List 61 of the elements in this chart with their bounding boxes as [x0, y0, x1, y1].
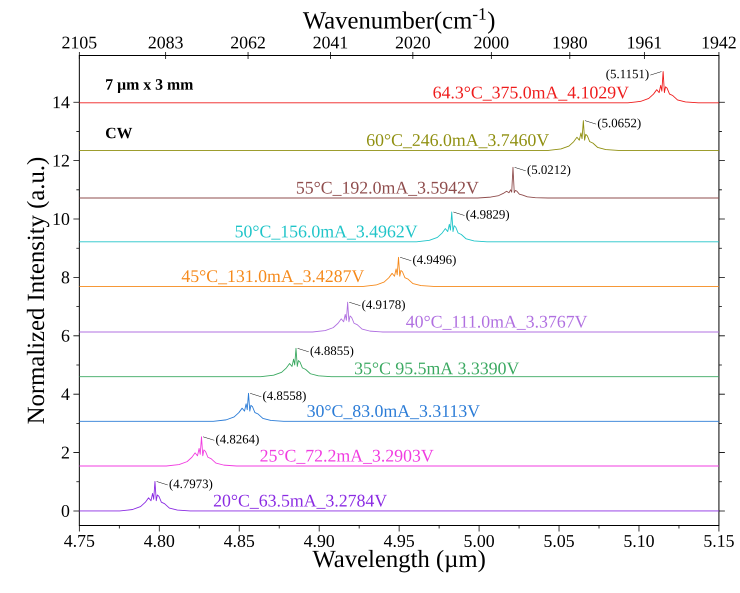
annotation: (4.8558) [263, 390, 306, 403]
y-axis-title: Normalized Intensity (a.u.) [26, 158, 50, 424]
x2-tick-label: 2083 [148, 36, 183, 49]
y-tick-label: 6 [62, 330, 70, 342]
x-axis-title: Wavelength (µm) [312, 550, 485, 572]
annotation: (4.7973) [170, 479, 212, 491]
annotation: (4.8855) [310, 346, 354, 358]
y-tick-label: 8 [62, 271, 70, 284]
x-tick-label: 5.15 [704, 534, 734, 547]
y-tick-label: 4 [61, 388, 70, 400]
x-tick-label: 5.00 [464, 535, 494, 548]
series-label: 25°C_72.2mA_3.2903V [260, 450, 434, 464]
x2-tick-label: 2062 [231, 36, 265, 49]
annotation: 7 µm x 3 mm [106, 79, 194, 93]
line-series [78, 436, 720, 466]
series-label: 50°C_156.0mA_3.4962V [236, 225, 418, 240]
y-tick-label: 14 [54, 96, 70, 108]
x-tick-label: 4.95 [384, 534, 414, 548]
series-label: 45°C_131.0mA_3.4287V [182, 270, 364, 284]
x2-tick-label: 2020 [396, 36, 430, 49]
annotation: (4.9496) [413, 254, 456, 267]
series-label: 35°C 95.5mA 3.3390V [354, 362, 520, 374]
x-tick-label: 5.10 [624, 535, 654, 548]
x2-tick-label: 2041 [313, 36, 348, 49]
series-label: 64.3°C_375.0mA_4.1029V [433, 86, 629, 101]
line-series [78, 120, 720, 151]
annotation: (4.9178) [362, 300, 405, 312]
y-tick-label: 2 [62, 446, 69, 458]
annotation: (5.0212) [528, 165, 570, 177]
series-label: 55°C_192.0mA_3.5942V [296, 182, 479, 196]
line-series [78, 256, 720, 287]
annotation: (5.1151) [606, 69, 649, 81]
line-series [78, 481, 720, 512]
line-series [78, 212, 720, 242]
line-series [78, 302, 720, 332]
x2-tick-label: 1942 [702, 36, 736, 49]
x-tick-label: 4.75 [64, 534, 94, 547]
annotation: CW [106, 128, 132, 138]
series-label: 30°C_83.0mA_3.3113V [308, 405, 480, 420]
x2-tick-label: 2000 [474, 36, 508, 49]
x-tick-label: 5.05 [544, 535, 574, 548]
y-tick-label: 12 [54, 154, 69, 167]
line-series [78, 348, 720, 378]
x-tick-label: 4.85 [224, 535, 254, 548]
x-tick-label: 4.90 [304, 535, 334, 548]
annotation: (4.9829) [466, 210, 510, 222]
y-tick-label: 0 [62, 504, 70, 517]
series-label: 40°C_111.0mA_3.3767V [406, 316, 588, 330]
x2-tick-label: 2105 [62, 36, 96, 49]
annotation: (4.8264) [216, 434, 259, 446]
y-tick-label: 10 [54, 213, 70, 226]
line-series [78, 71, 720, 104]
x-tick-label: 4.80 [144, 535, 174, 548]
annotation: (5.0652) [598, 118, 641, 130]
x2-tick-label: 1961 [628, 36, 662, 49]
line-series [78, 166, 720, 198]
x2-tick-label: 1980 [554, 36, 587, 49]
line-series [78, 392, 720, 422]
series-label: 60°C_246.0mA_3.7460V [366, 134, 549, 148]
x2-axis-title: Wavenumber(cm$^{-1}$) [302, 8, 494, 34]
series-label: 20°C_63.5mA_3.2784V [214, 494, 387, 509]
